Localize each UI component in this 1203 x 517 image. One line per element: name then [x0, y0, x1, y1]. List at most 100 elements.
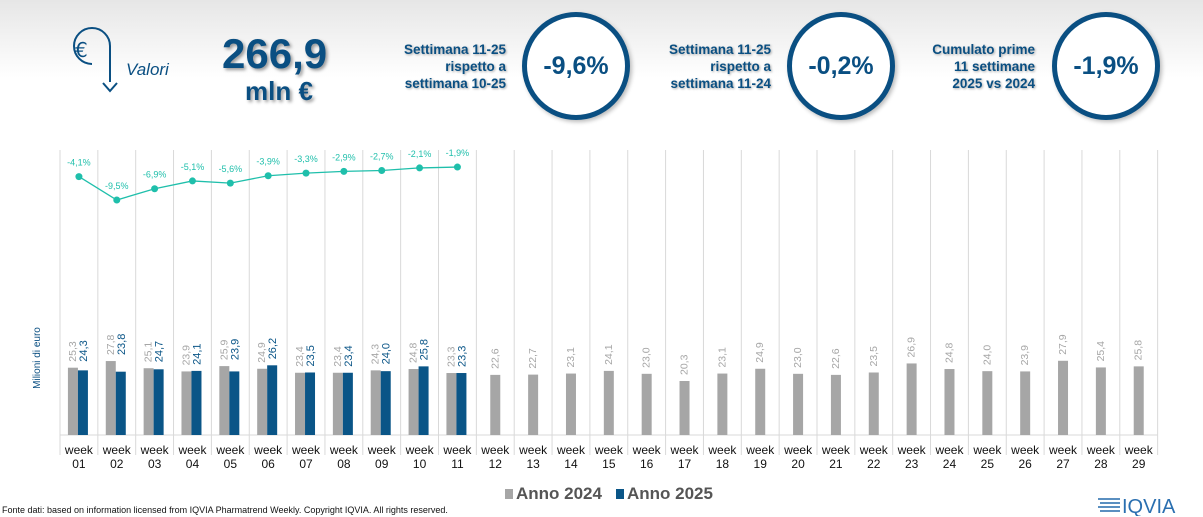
- x-tick-label: 13: [526, 457, 540, 471]
- data-label-2025: 24,0: [381, 343, 393, 364]
- variation-point: [264, 172, 272, 180]
- x-tick-label: week: [745, 443, 775, 457]
- x-tick-label: 06: [261, 457, 275, 471]
- x-tick-label: 11: [451, 457, 464, 471]
- x-tick-label: week: [821, 443, 851, 457]
- data-label-2024: 27,8: [105, 334, 117, 355]
- kpi-1-value: -9,6%: [522, 12, 630, 120]
- bar-2024: [906, 363, 917, 435]
- bar-2024: [717, 373, 728, 435]
- x-tick-label: 15: [602, 457, 616, 471]
- data-label-2024: 22,6: [830, 348, 842, 369]
- x-tick-label: week: [253, 443, 283, 457]
- svg-text:IQVIA: IQVIA: [1122, 496, 1176, 516]
- bar-2024: [641, 373, 652, 435]
- x-tick-label: 04: [186, 457, 200, 471]
- data-label-2025: 24,7: [154, 341, 166, 362]
- x-tick-label: week: [442, 443, 472, 457]
- x-tick-label: 18: [716, 457, 730, 471]
- data-label-2024: 20,3: [679, 354, 691, 375]
- variation-label: -5,1%: [181, 162, 205, 172]
- total-value: 266,9: [222, 30, 328, 77]
- data-label-2024: 23,1: [716, 347, 728, 368]
- bar-2024: [793, 373, 804, 435]
- data-label-2025: 25,8: [419, 339, 431, 360]
- x-tick-label: week: [215, 443, 245, 457]
- kpi-2-label: Settimana 11-25 rispetto a settimana 11-24: [668, 42, 771, 91]
- data-label-2024: 23,3: [445, 346, 457, 367]
- x-tick-label: 07: [299, 457, 313, 471]
- x-tick-label: 24: [943, 457, 957, 471]
- x-tick-label: week: [1124, 443, 1154, 457]
- bar-2024: [603, 370, 614, 435]
- variation-point: [416, 164, 424, 172]
- bar-2024: [219, 366, 230, 435]
- iqvia-logo: IQVIA: [1098, 496, 1176, 516]
- data-label-2024: 23,4: [294, 346, 306, 367]
- data-label-2025: 24,3: [78, 340, 90, 361]
- bar-2024: [944, 369, 955, 435]
- svg-text:€: €: [75, 38, 88, 62]
- x-tick-label: week: [783, 443, 813, 457]
- x-tick-label: 21: [829, 457, 843, 471]
- bar-2024: [868, 372, 879, 435]
- data-label-2025: 23,8: [116, 334, 128, 355]
- data-label-2024: 23,1: [565, 347, 577, 368]
- x-tick-label: week: [859, 443, 889, 457]
- data-label-2024: 23,9: [1019, 345, 1031, 366]
- x-tick-label: week: [329, 443, 359, 457]
- bar-2024: [1095, 367, 1106, 435]
- data-label-2024: 23,0: [792, 347, 804, 368]
- x-tick-label: week: [64, 443, 94, 457]
- x-tick-label: 17: [678, 457, 692, 471]
- bar-2024: [679, 381, 690, 435]
- x-tick-label: 02: [110, 457, 124, 471]
- variation-point: [151, 185, 159, 193]
- variation-point: [302, 169, 310, 177]
- bar-2024: [257, 368, 268, 435]
- bar-2024: [528, 374, 539, 435]
- data-label-2024: 25,9: [218, 340, 230, 361]
- data-label-2024: 24,8: [943, 342, 955, 363]
- variation-point: [113, 196, 121, 204]
- data-label-2025: 23,4: [343, 345, 355, 366]
- x-tick-label: 16: [640, 457, 654, 471]
- variation-point: [226, 179, 234, 187]
- x-tick-label: week: [632, 443, 662, 457]
- legend-item-2024: Anno 2024: [505, 484, 602, 504]
- variation-point: [378, 167, 386, 175]
- data-label-2024: 23,9: [180, 345, 192, 366]
- bar-2024: [1020, 371, 1031, 435]
- x-tick-label: week: [405, 443, 435, 457]
- weekly-chart: Milioni di euroweek01week02week03week04w…: [32, 148, 1159, 471]
- x-tick-label: week: [934, 443, 964, 457]
- bar-2025: [229, 371, 240, 435]
- x-tick-label: 22: [867, 457, 881, 471]
- variation-label: -2,7%: [370, 152, 394, 162]
- data-label-2024: 24,1: [603, 344, 615, 365]
- x-tick-label: 08: [337, 457, 351, 471]
- data-label-2025: 26,2: [267, 338, 279, 359]
- variation-point: [453, 163, 461, 171]
- x-tick-label: week: [707, 443, 737, 457]
- variation-label: -6,9%: [143, 170, 167, 180]
- x-tick-label: 29: [1132, 457, 1146, 471]
- variation-label: -1,9%: [446, 148, 470, 158]
- data-label-2024: 24,0: [981, 345, 993, 366]
- bar-2024: [755, 368, 766, 435]
- x-tick-label: 09: [375, 457, 389, 471]
- data-label-2025: 23,3: [456, 346, 468, 367]
- y-axis-label: Milioni di euro: [32, 327, 43, 389]
- x-tick-label: week: [1010, 443, 1040, 457]
- variation-label: -3,3%: [294, 154, 318, 164]
- bar-2025: [342, 372, 353, 435]
- x-tick-label: week: [1086, 443, 1116, 457]
- x-tick-label: week: [291, 443, 321, 457]
- bar-2024: [1133, 366, 1144, 435]
- kpi-3-value: -1,9%: [1052, 12, 1160, 120]
- x-tick-label: week: [1048, 443, 1078, 457]
- data-label-2024: 24,3: [370, 344, 382, 365]
- x-tick-label: 27: [1056, 457, 1070, 471]
- icon-label: Valori: [126, 60, 169, 79]
- bar-2024: [143, 368, 154, 435]
